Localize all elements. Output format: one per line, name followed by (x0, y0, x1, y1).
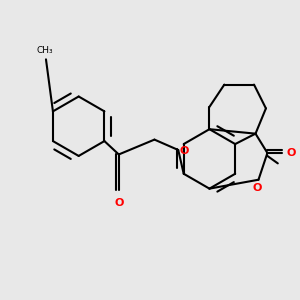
Text: CH₃: CH₃ (36, 46, 53, 55)
Text: O: O (114, 198, 124, 208)
Text: O: O (180, 146, 189, 157)
Text: O: O (252, 183, 262, 193)
Text: O: O (287, 148, 296, 158)
